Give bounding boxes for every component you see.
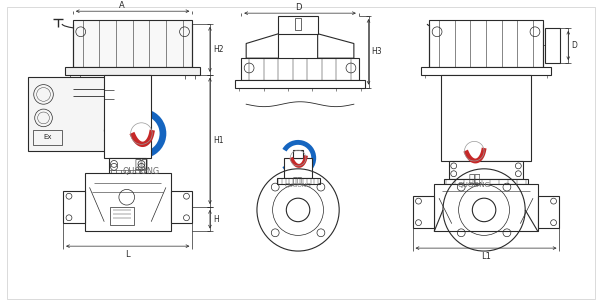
Bar [538,196,559,228]
Bar [110,207,134,225]
Text: A: A [119,1,125,10]
Bar [104,75,151,158]
Bar [293,150,303,158]
Bar [276,178,320,184]
Text: 渠工: 渠工 [468,174,480,184]
Bar [284,158,312,178]
Bar [421,67,551,75]
Text: 渠工: 渠工 [293,176,303,185]
Bar [279,16,318,34]
Text: QUGONG: QUGONG [458,182,491,188]
Text: Ex: Ex [43,134,52,140]
Text: D: D [571,41,577,50]
Text: L1: L1 [481,252,491,261]
Text: H1: H1 [213,136,223,146]
Text: H2: H2 [213,45,223,54]
Bar [109,170,146,174]
Bar [235,80,365,88]
Bar [63,191,85,223]
Text: D: D [295,3,302,12]
Bar [73,20,192,67]
Text: L: L [125,250,130,259]
Bar [545,28,560,63]
Bar [434,184,538,232]
Bar [441,75,531,161]
Text: H3: H3 [371,47,382,56]
Bar [109,158,146,173]
Bar [444,178,528,184]
Text: H: H [213,215,219,224]
Bar [33,130,62,145]
Bar [295,18,301,30]
Text: 渠工: 渠工 [134,158,149,171]
Text: QUGONG: QUGONG [285,182,311,187]
Bar [429,20,543,67]
Text: QUGONG: QUGONG [123,167,160,176]
Bar [412,196,434,228]
Bar [28,77,114,151]
Bar [171,191,192,223]
Bar [65,67,200,75]
Bar [241,58,359,80]
Bar [85,173,171,232]
Bar [449,161,523,178]
